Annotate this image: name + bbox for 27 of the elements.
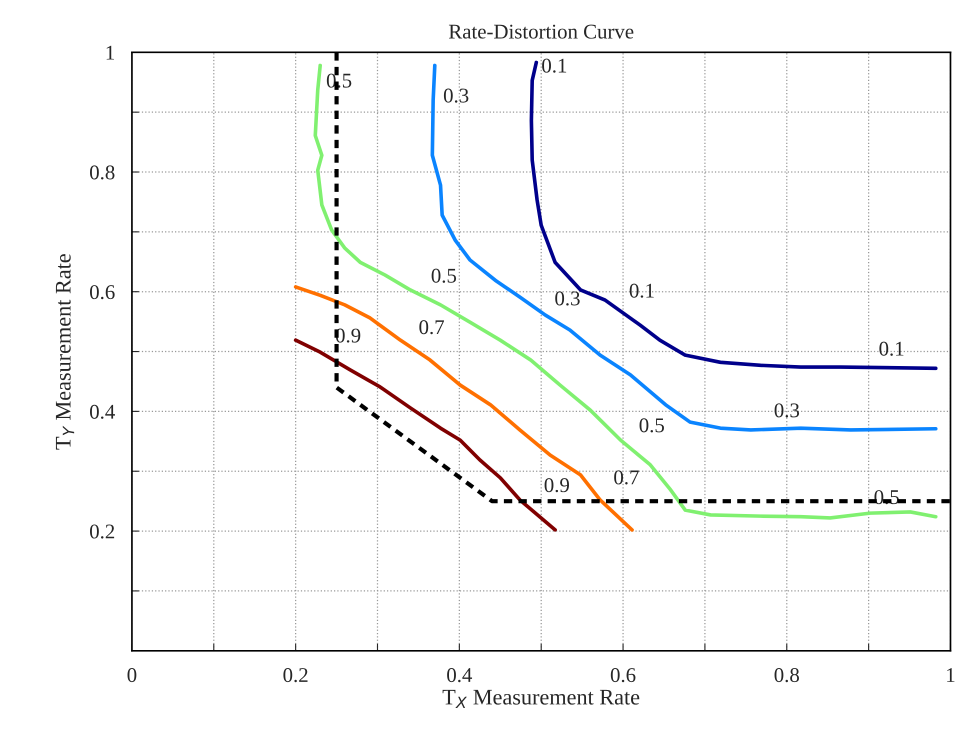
annotation: 0.3 xyxy=(555,291,580,306)
y-tick-label: 0.2 xyxy=(90,524,114,539)
chart-title: Rate-Distortion Curve xyxy=(448,24,634,39)
y-tick-label: 0.4 xyxy=(90,404,115,419)
x-tick-label: 0.2 xyxy=(283,668,308,682)
y-tick-label: 1 xyxy=(106,46,114,60)
x-tick-label: 1 xyxy=(947,668,954,682)
annotation: 0.5 xyxy=(326,74,352,88)
x-tick-label: 0.4 xyxy=(447,668,472,682)
annotation: 0.7 xyxy=(614,470,639,484)
annotation: 0.3 xyxy=(774,403,800,418)
line-series xyxy=(530,60,938,370)
annotation: 0.3 xyxy=(444,88,468,103)
x-tick-label: 0.6 xyxy=(610,668,636,682)
annotation: 0.1 xyxy=(630,284,654,298)
annotation: 0.1 xyxy=(879,342,904,356)
x-axis-title: T$_{X}$ Measurement Rate xyxy=(442,690,640,708)
x-tick-label: 0 xyxy=(128,668,136,682)
y-axis-title: T$_{Y}$ Measurement Rate xyxy=(56,254,74,450)
annotation: 0.7 xyxy=(419,320,444,334)
annotation: 0.5 xyxy=(432,268,456,283)
annotation: 0.9 xyxy=(544,478,569,492)
annotation: 0.5 xyxy=(640,418,664,432)
y-tick-label: 0.6 xyxy=(90,285,115,300)
annotation: 0.1 xyxy=(542,58,566,73)
y-tick-label: 0.8 xyxy=(90,165,114,180)
x-tick-label: 0.8 xyxy=(774,668,799,682)
